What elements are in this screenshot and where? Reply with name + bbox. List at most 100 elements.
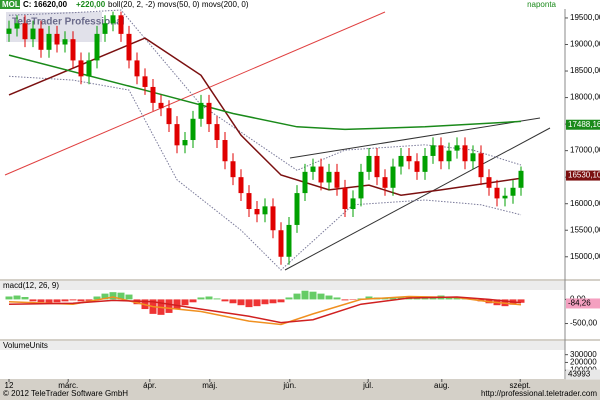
candle-body (198, 102, 204, 119)
candle-body (222, 140, 228, 162)
copyright: © 2012 TeleTrader Software GmbH (3, 389, 128, 398)
price-label-box (566, 369, 600, 380)
x-tick-label: 12 (5, 381, 14, 390)
volume-header (0, 341, 565, 350)
x-tick-label: júl. (362, 381, 373, 390)
macd-panel (0, 281, 600, 339)
histogram-bar (333, 297, 341, 300)
candle-body (374, 155, 380, 178)
candle-body (78, 60, 84, 77)
macd-title: macd(12, 26, 9) (3, 281, 59, 290)
y-tick-label: 19500,00 (570, 13, 600, 22)
histogram-bar (237, 299, 245, 306)
candle-body (118, 15, 124, 34)
candle-body (166, 108, 172, 125)
candle-body (246, 193, 252, 210)
price-label-box (566, 170, 600, 181)
x-tick-label: aug. (434, 381, 450, 390)
histogram-bar (101, 293, 109, 300)
histogram-bar (213, 298, 221, 300)
candle-body (126, 33, 132, 61)
x-tick-label: ápr. (143, 381, 156, 390)
histogram-bar (253, 299, 261, 307)
price-label: 17488,16 (568, 120, 600, 129)
y-tick-label: 300000 (570, 350, 597, 359)
candle-body (366, 155, 372, 172)
candle-body (206, 102, 212, 125)
histogram-bar (453, 297, 461, 300)
candle-body (86, 60, 92, 77)
histogram-bar (413, 297, 421, 300)
candle-body (422, 155, 428, 172)
candle-body (150, 86, 156, 103)
histogram-bar (293, 293, 301, 300)
indicator-line (8, 296, 522, 324)
trend-line (289, 117, 541, 159)
histogram-bar (229, 299, 237, 304)
candle-body (238, 177, 244, 194)
candle-body (414, 161, 420, 172)
histogram-bar (5, 296, 13, 300)
histogram-bar (269, 299, 277, 304)
x-tick-label: máj. (202, 381, 217, 390)
histogram-bar (197, 297, 205, 300)
y-tick-label: 17000,00 (570, 146, 600, 155)
candle-body (350, 198, 356, 210)
histogram-bar (69, 299, 77, 301)
histogram-bar (389, 297, 397, 300)
candle-body (302, 171, 308, 194)
indicator-line (8, 75, 522, 271)
y-tick-label: 18500,00 (570, 66, 600, 75)
candle-body (286, 224, 292, 257)
histogram-bar (365, 296, 373, 300)
symbol-box (0, 0, 20, 9)
candle-body (382, 177, 388, 188)
indicators: boll(20, 2, -2) movs(50, 0) movs(200, 0) (108, 0, 249, 9)
histogram-bar (13, 295, 21, 300)
histogram-bar (53, 299, 61, 303)
candle-body (478, 153, 484, 178)
y-tick-label: 16000,00 (570, 199, 600, 208)
histogram-bar (173, 299, 181, 310)
candle-body (518, 170, 524, 188)
candle-body (398, 155, 404, 167)
histogram-bar (29, 299, 37, 302)
histogram-bar (325, 295, 333, 300)
histogram-bar (93, 296, 101, 300)
histogram-bar (445, 296, 453, 300)
watermark-box (6, 12, 102, 42)
histogram-bar (341, 299, 349, 301)
candle-body (158, 102, 164, 109)
candle-body (182, 140, 188, 146)
candle-body (62, 39, 68, 45)
trend-line (4, 11, 386, 176)
candle-body (406, 155, 412, 162)
histogram-bar (261, 299, 269, 305)
candle-body (390, 166, 396, 188)
histogram-bar (45, 299, 53, 304)
price-label: 16530,10 (568, 171, 600, 180)
candle-body (294, 193, 300, 225)
candle-body (254, 209, 260, 215)
candle-body (342, 187, 348, 210)
candle-body (310, 166, 316, 172)
price-label: -84,26 (568, 299, 591, 308)
interval: naponta (527, 0, 556, 9)
candle-body (190, 118, 196, 141)
candle-body (486, 177, 492, 188)
candle-body (510, 187, 516, 196)
histogram-bar (181, 299, 189, 306)
candle-body (46, 33, 52, 50)
histogram-bar (397, 296, 405, 300)
histogram-bar (317, 293, 325, 300)
candle-body (278, 230, 284, 257)
candle-body (454, 145, 460, 151)
x-tick-label: szept. (510, 381, 531, 390)
candle-body (174, 124, 180, 146)
candle-body (94, 33, 100, 61)
candle-body (30, 28, 36, 40)
histogram-bar (277, 299, 285, 303)
histogram-bar (109, 292, 117, 300)
main-panel (0, 0, 600, 279)
